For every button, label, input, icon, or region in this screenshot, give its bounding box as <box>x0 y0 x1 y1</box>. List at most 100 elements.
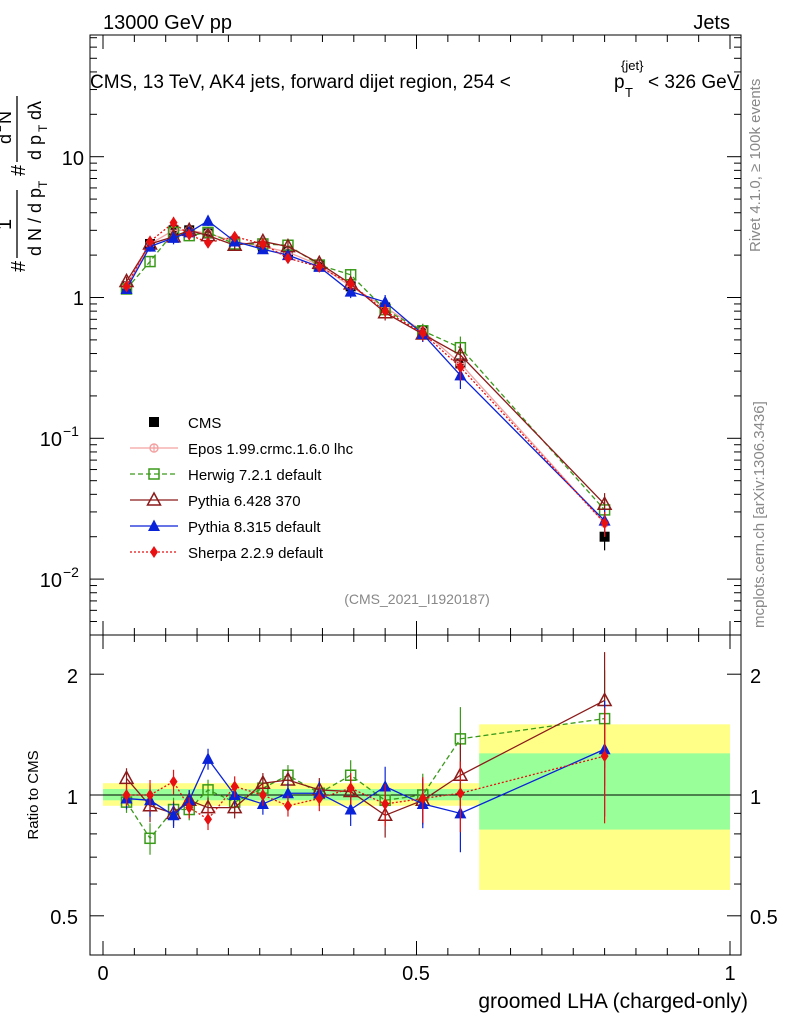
legend: CMS Epos 1.99.crmc.1.6.0 lhc Herwig 7.2.1 … <box>130 415 354 562</box>
title-tail: < 326 GeV <box>648 72 740 93</box>
ratio-point-sherpa-4 <box>204 813 213 826</box>
main-point-sherpa-9 <box>346 277 355 290</box>
title-pt: p <box>614 72 625 93</box>
legend-label-sherpa: Sherpa 2.2.9 default <box>188 545 324 562</box>
rivet-version-label: Rivet 4.1.0, ≥ 100k events <box>747 79 764 252</box>
main-point-sherpa-7 <box>283 252 292 265</box>
ratio-point-pythia8-7 <box>281 786 294 799</box>
main-point-sherpa-12 <box>456 361 465 374</box>
ratio-point-pythia8-2 <box>167 808 180 821</box>
ytick-1: 1 <box>73 288 84 310</box>
xtick-0: 0 <box>97 963 108 985</box>
ratio-point-sherpa-6 <box>258 789 267 801</box>
svg-text:dλ: dλ <box>25 101 45 120</box>
main-point-pythia8-2 <box>167 231 180 243</box>
main-point-sherpa-2 <box>169 216 178 229</box>
ytick-0.1-base: 10 <box>40 429 62 451</box>
svg-text:T: T <box>36 180 50 188</box>
ratio-ylabel: Ratio to CMS <box>25 750 42 839</box>
legend-entry-epos: Epos 1.99.crmc.1.6.0 lhc <box>130 441 354 458</box>
main-point-sherpa-0 <box>122 280 131 293</box>
main-point-pythia6-13 <box>596 495 613 511</box>
main-series-pythia8 <box>120 214 611 535</box>
main-point-pythia8-10 <box>379 295 392 307</box>
main-point-pythia8-9 <box>344 285 357 297</box>
ratio-point-sherpa-10 <box>381 797 390 810</box>
mcplots-label: mcplots.cern.ch [arXiv:1306.3436] <box>751 401 768 628</box>
ratio-line-pythia8 <box>126 748 605 817</box>
ratio-point-sherpa-11 <box>418 792 427 805</box>
header-right-label: Jets <box>693 12 730 34</box>
ratio-point-sherpa-2 <box>169 775 178 788</box>
xtick-0.5: 0.5 <box>402 963 430 985</box>
ratio-point-herwig-4 <box>202 784 214 796</box>
main-series-epos <box>121 224 610 537</box>
main-point-sherpa-11 <box>418 326 427 339</box>
ratio-ytick-labels: 0.5 1 2 0.5 1 2 <box>50 666 778 929</box>
title-jet-sup: {jet} <box>621 58 644 73</box>
legend-marker-pythia8 <box>148 519 160 531</box>
ytick-0.01-exp: −2 <box>63 564 79 580</box>
x-axis-label: groomed LHA (charged-only) <box>478 990 748 1013</box>
ratio-point-sherpa-12 <box>456 787 465 800</box>
ratio-ytick-right-2: 2 <box>750 666 761 688</box>
legend-marker-data <box>149 417 159 427</box>
ratio-point-pythia6-5 <box>226 799 243 814</box>
ratio-ytick-right-0.5: 0.5 <box>750 907 778 929</box>
main-line-pythia6 <box>125 229 606 505</box>
main-point-sherpa-3 <box>185 228 194 241</box>
main-series-group <box>118 214 613 551</box>
main-point-sherpa-10 <box>381 305 390 318</box>
svg-text:1: 1 <box>0 219 16 230</box>
ratio-ytick-left-2: 2 <box>67 666 78 688</box>
svg-text:d p: d p <box>25 135 45 160</box>
ratio-point-sherpa-1 <box>146 789 155 801</box>
analysis-watermark: (CMS_2021_I1920187) <box>344 591 490 607</box>
title-pt-sub: T <box>625 85 633 100</box>
ratio-point-sherpa-0 <box>122 789 131 801</box>
ratio-uncertainty-bands <box>103 724 730 890</box>
ratio-series-group <box>118 652 613 855</box>
main-point-sherpa-8 <box>315 260 324 273</box>
ratio-point-sherpa-7 <box>283 799 292 812</box>
main-series-sherpa <box>122 216 609 537</box>
svg-text:T: T <box>36 124 50 132</box>
main-point-herwig-1 <box>144 255 156 268</box>
legend-label-herwig: Herwig 7.2.1 default <box>188 467 322 484</box>
legend-entry-sherpa: Sherpa 2.2.9 default <box>130 545 324 562</box>
ytick-10: 10 <box>62 148 84 170</box>
svg-text:2: 2 <box>0 125 4 132</box>
main-point-sherpa-1 <box>146 235 155 248</box>
main-point-sherpa-5 <box>230 230 239 243</box>
legend-entry-data: CMS <box>149 415 221 432</box>
legend-marker-sherpa <box>150 546 158 558</box>
xtick-1: 1 <box>724 963 735 985</box>
ratio-point-sherpa-8 <box>315 792 324 805</box>
svg-text:#: # <box>8 164 30 176</box>
main-point-pythia8-4 <box>202 214 215 226</box>
main-point-sherpa-13 <box>600 517 609 530</box>
ratio-point-sherpa-5 <box>230 780 239 793</box>
legend-entry-herwig: Herwig 7.2.1 default <box>130 467 322 484</box>
legend-label-data: CMS <box>188 415 221 432</box>
plot-title: CMS, 13 TeV, AK4 jets, forward dijet reg… <box>90 58 740 100</box>
ratio-point-pythia8-9 <box>344 803 357 815</box>
svg-text:d: d <box>0 134 15 144</box>
ratio-point-pythia8-4 <box>202 752 215 764</box>
legend-label-epos: Epos 1.99.crmc.1.6.0 lhc <box>188 441 354 458</box>
legend-marker-epos <box>149 443 159 453</box>
ratio-ytick-right-1: 1 <box>750 787 761 809</box>
legend-marker-pythia6 <box>146 491 162 506</box>
ratio-series-sherpa <box>122 707 609 833</box>
header-left-label: 13000 GeV pp <box>103 12 232 34</box>
xtick-labels: 0 0.5 1 <box>97 963 735 985</box>
ytick-0.01-base: 10 <box>40 570 62 592</box>
main-ytick-labels: 10 1 10 −1 10 −2 <box>40 148 84 592</box>
svg-text:N: N <box>0 111 15 124</box>
ratio-line-sherpa <box>126 755 605 821</box>
ratio-point-pythia6-0 <box>118 769 135 785</box>
legend-label-pythia6: Pythia 6.428 370 <box>188 493 301 510</box>
main-axis-ticks <box>90 35 741 635</box>
legend-marker-herwig <box>148 468 160 480</box>
legend-entry-pythia6: Pythia 6.428 370 <box>130 491 301 510</box>
